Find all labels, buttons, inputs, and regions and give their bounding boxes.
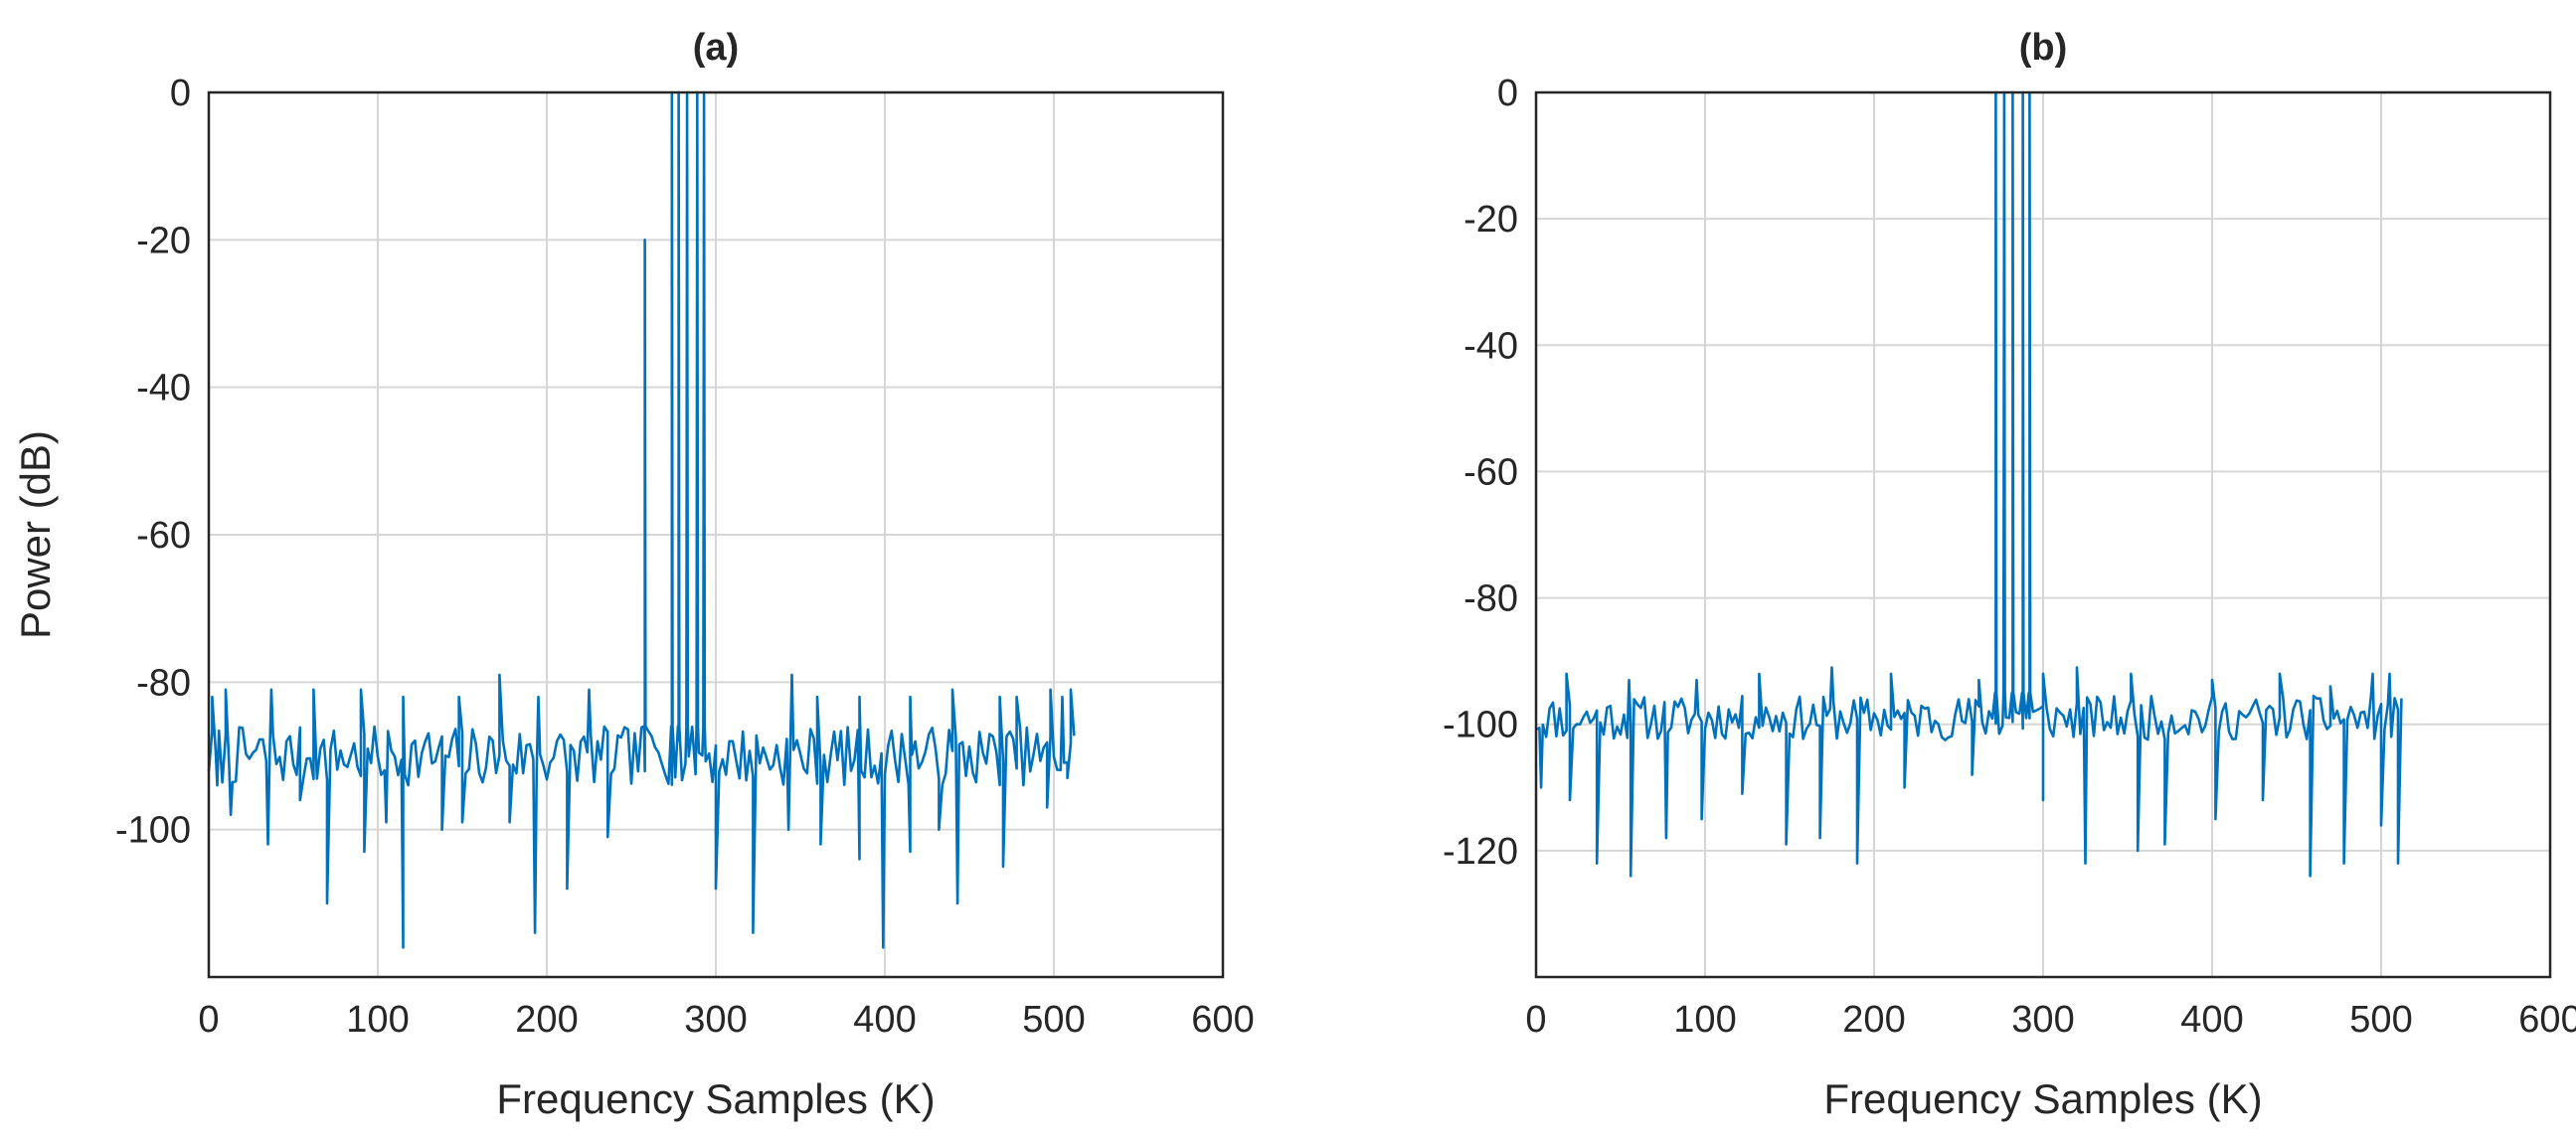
y-tick-label: 0 <box>170 73 191 114</box>
y-tick-label: -120 <box>1443 831 1518 873</box>
x-axis-label-a: Frequency Samples (K) <box>496 1075 935 1122</box>
series-line-a <box>207 90 1076 949</box>
y-tick-label: -60 <box>1463 451 1518 493</box>
plot-frame-a <box>207 90 1225 979</box>
x-tick-label: 200 <box>1842 999 1905 1041</box>
plot-frame-b <box>1534 90 2552 979</box>
x-tick-label: 300 <box>2011 999 2074 1041</box>
x-tick-labels-a: 0 100 200 300 400 500 600 <box>198 999 1254 1041</box>
y-tick-label: -40 <box>136 368 191 409</box>
y-tick-label: -100 <box>115 810 191 852</box>
y-tick-label: 0 <box>1497 73 1518 114</box>
x-tick-label: 300 <box>684 999 747 1041</box>
y-tick-label: -20 <box>136 220 191 261</box>
y-tick-label: -100 <box>1443 705 1518 746</box>
x-tick-label: 400 <box>853 999 916 1041</box>
series-path-b <box>1535 90 2403 878</box>
chart-panel-a: 0 100 200 300 400 500 600 -100 -80 -60 -40 -20 0 (a… <box>12 27 1255 1122</box>
x-tick-label: 500 <box>1022 999 1085 1041</box>
y-tick-labels-a: -100 -80 -60 -40 -20 0 <box>115 73 191 852</box>
x-tick-label: 100 <box>1673 999 1736 1041</box>
x-axis-label-b: Frequency Samples (K) <box>1823 1075 2262 1122</box>
x-tick-label: 200 <box>515 999 578 1041</box>
y-tick-label: -20 <box>1463 199 1518 241</box>
y-tick-label: -80 <box>136 662 191 704</box>
x-tick-label: 400 <box>2180 999 2243 1041</box>
x-tick-label: 500 <box>2349 999 2412 1041</box>
x-tick-label: 0 <box>1525 999 1546 1041</box>
y-tick-label: -80 <box>1463 578 1518 620</box>
series-line-b <box>1535 90 2403 878</box>
x-tick-label: 0 <box>198 999 219 1041</box>
chart-title-a: (a) <box>693 27 739 69</box>
y-tick-label: -40 <box>1463 325 1518 367</box>
chart-panel-b: 0 100 200 300 400 500 600 -120 -100 -80 -60 -40 -20… <box>1443 27 2576 1122</box>
y-axis-label-a: Power (dB) <box>12 430 59 639</box>
chart-title-b: (b) <box>2019 27 2068 69</box>
x-tick-label: 600 <box>1191 999 1254 1041</box>
x-tick-labels-b: 0 100 200 300 400 500 600 <box>1525 999 2576 1041</box>
y-tick-labels-b: -120 -100 -80 -60 -40 -20 0 <box>1443 73 1518 873</box>
series-path-a <box>207 90 1076 949</box>
y-tick-label: -60 <box>136 515 191 557</box>
x-tick-label: 600 <box>2518 999 2576 1041</box>
x-tick-label: 100 <box>346 999 409 1041</box>
